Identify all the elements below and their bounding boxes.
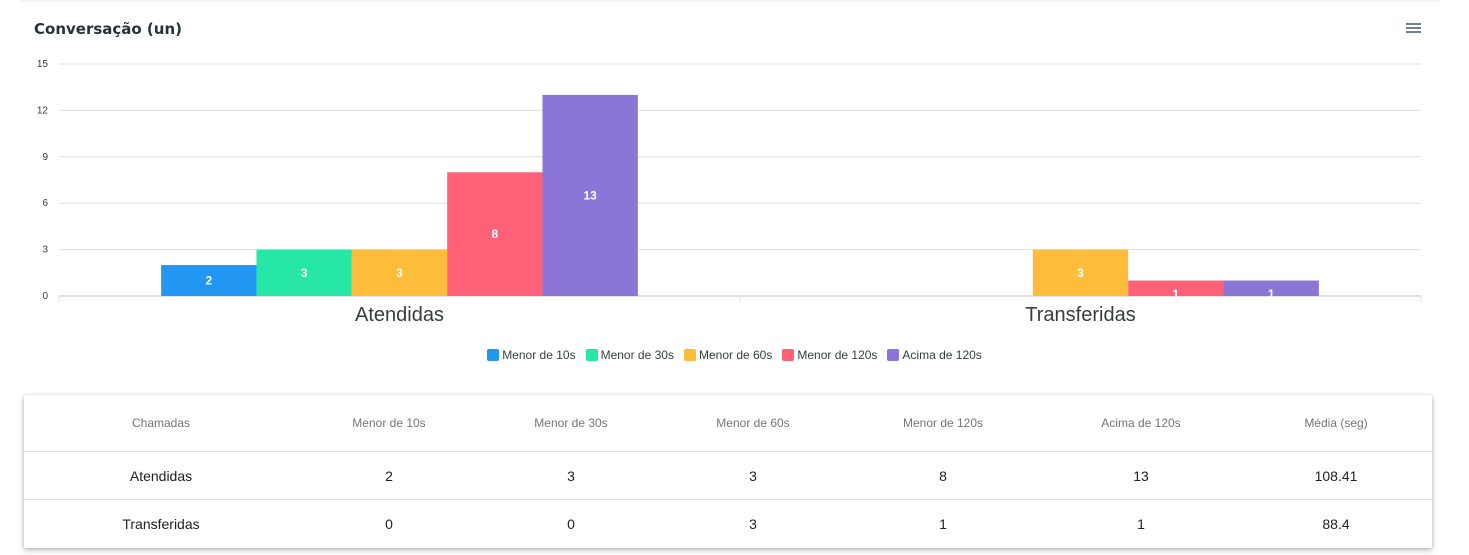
bar: [351, 249, 448, 296]
y-tick-label: 3: [42, 245, 48, 256]
legend-swatch: [585, 349, 598, 361]
table-cell: 8: [844, 451, 1042, 500]
y-tick-label: 9: [42, 152, 48, 163]
column-header[interactable]: Média (seg): [1240, 395, 1432, 452]
table-cell: 0: [385, 515, 393, 532]
legend-item[interactable]: Menor de 30s: [585, 348, 674, 362]
table-cell: 108.41: [1240, 451, 1432, 500]
legend-item[interactable]: Acima de 120s: [887, 348, 982, 362]
legend-label: Menor de 60s: [698, 348, 773, 362]
legend-label: Acima de 120s: [902, 348, 982, 362]
legend-swatch: [487, 349, 500, 361]
table-row: Transferidas 0 0 3 1 1 88.4: [24, 500, 1432, 548]
y-tick-label: 15: [37, 59, 49, 70]
bar: [542, 94, 638, 296]
summary-table: Chamadas Menor de 10s Menor de 30s Menor de…: [24, 395, 1432, 547]
table-cell: 13: [1042, 451, 1240, 500]
table-body: Atendidas 2 3 3 8 13 108.41 Transferidas 0 0 3 1 1 88…: [24, 451, 1432, 548]
column-header[interactable]: Menor de 120s: [844, 395, 1042, 452]
bar-data-label: 3: [396, 266, 403, 280]
legend-label: Menor de 10s: [502, 348, 576, 362]
bar: [256, 249, 352, 296]
bar: [1128, 280, 1224, 296]
column-header[interactable]: Menor de 60s: [662, 395, 844, 452]
column-header[interactable]: Menor de 10s: [298, 395, 480, 452]
legend-swatch: [887, 349, 900, 361]
x-category-label: Transferidas: [1025, 304, 1135, 326]
legend-label: Menor de 30s: [600, 348, 674, 362]
bar: [1032, 249, 1129, 296]
column-header[interactable]: Acima de 120s: [1042, 395, 1240, 452]
legend-item[interactable]: Menor de 10s: [487, 348, 576, 362]
bar-data-label: 13: [584, 188, 598, 202]
legend-item[interactable]: Menor de 120s: [782, 348, 877, 362]
x-category-label: Atendidas: [355, 304, 444, 326]
bar-data-label: 8: [491, 227, 498, 241]
table-cell: 1: [939, 515, 947, 532]
table-cell: 3: [749, 515, 757, 532]
card-top-border: [20, 0, 1440, 2]
bar-chart: 0 3 6 9 12 15 2 3 3 8 13 Atendidas 3 1 1 Transferidas: [37, 59, 1422, 326]
table-cell: Atendidas: [24, 451, 298, 500]
legend-item[interactable]: Menor de 60s: [683, 348, 773, 362]
bar-data-label: 2: [205, 274, 212, 288]
table-cell: 1: [1137, 515, 1145, 532]
y-tick-label: 0: [42, 291, 48, 302]
legend-swatch: [782, 349, 795, 361]
table-header-row: Chamadas Menor de 10s Menor de 30s Menor de…: [24, 395, 1432, 452]
y-tick-label: 12: [37, 105, 49, 116]
summary-table-card: Chamadas Menor de 10s Menor de 30s Menor de…: [24, 395, 1432, 548]
bar: [1223, 280, 1319, 296]
bar: [161, 265, 257, 296]
hamburger-menu-icon[interactable]: [1405, 21, 1423, 35]
column-header[interactable]: Chamadas: [24, 395, 298, 452]
table-row: Atendidas 2 3 3 8 13 108.41: [24, 451, 1432, 500]
chart-legend: Menor de 10s Menor de 30s Menor de 60s Meno…: [0, 348, 1469, 362]
bar: [447, 172, 543, 296]
table-cell: 2: [298, 451, 480, 500]
table-cell: 3: [662, 451, 844, 500]
legend-swatch: [683, 349, 696, 361]
bar-data-label: 3: [1077, 266, 1084, 280]
bar-data-label: 1: [1172, 287, 1179, 301]
bar-data-label: 3: [301, 266, 308, 280]
bar-data-label: 1: [1268, 287, 1275, 301]
column-header[interactable]: Menor de 30s: [480, 395, 662, 452]
table-cell: 88.4: [1322, 515, 1350, 532]
legend-label: Menor de 120s: [797, 348, 878, 362]
table-cell: Transferidas: [122, 515, 200, 532]
table-cell: 0: [567, 515, 575, 532]
table-cell: 3: [480, 451, 662, 500]
chart-title: Conversação (un): [34, 20, 183, 38]
y-tick-label: 6: [42, 198, 48, 209]
